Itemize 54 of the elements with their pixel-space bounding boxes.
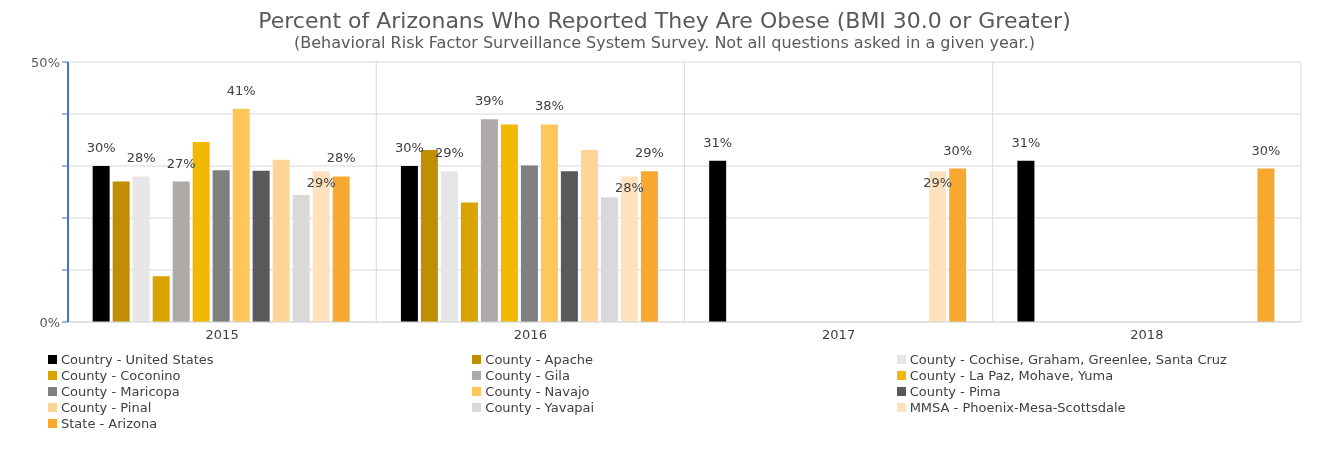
legend-label: State - Arizona (61, 416, 158, 431)
data-label: 28% (326, 150, 356, 166)
legend-label: County - Apache (485, 352, 594, 367)
data-label: 30% (1251, 142, 1281, 158)
bar (500, 124, 518, 322)
data-label: 31% (703, 134, 733, 150)
data-label: 31% (1011, 134, 1041, 150)
bar (172, 181, 190, 322)
legend-label: County - Gila (485, 368, 570, 383)
bar (460, 202, 478, 322)
legend-label: MMSA - Phoenix-Mesa-Scottsdale (909, 400, 1126, 415)
legend-label: Country - United States (61, 352, 214, 367)
legend-label: County - Coconino (61, 368, 181, 383)
bar (152, 276, 170, 322)
data-label: 39% (474, 93, 504, 109)
legend-label: County - Cochise, Graham, Greenlee, Santa Cruz (909, 352, 1227, 367)
legend-label: County - La Paz, Mohave, Yuma (909, 368, 1114, 383)
bar (709, 160, 727, 322)
data-label: 41% (226, 82, 256, 98)
bar (1257, 168, 1275, 322)
data-label: 30% (943, 142, 973, 158)
data-label: 29% (634, 145, 664, 161)
data-label: 38% (534, 98, 564, 114)
bar (92, 166, 110, 322)
y-tick-label: 0% (39, 314, 60, 330)
legend-label: County - Pinal (61, 400, 152, 415)
data-label: 28% (126, 150, 156, 166)
legend-label: County - Pima (909, 384, 1001, 399)
bar (520, 165, 538, 322)
bar (232, 108, 250, 322)
bar (480, 119, 498, 322)
data-label: 30% (394, 140, 424, 155)
bar (112, 181, 130, 322)
bar (440, 171, 458, 322)
bar (580, 149, 598, 322)
x-tick-label: 2017 (822, 327, 856, 343)
legend-label: County - Navajo (485, 384, 590, 399)
chart-subtitle: (Behavioral Risk Factor Surveillance System Survey. Not all questions asked in a given year.) (292, 33, 1037, 52)
bar (1017, 160, 1035, 322)
x-tick-label: 2018 (1130, 327, 1164, 343)
y-tick-label: 50% (31, 54, 60, 70)
legend-label: County - Maricopa (61, 384, 180, 399)
legend-label: County - Yavapai (485, 400, 595, 415)
x-tick-label: 2016 (513, 327, 547, 343)
bar (272, 159, 290, 322)
bar (132, 176, 150, 322)
x-tick-label: 2015 (205, 327, 239, 343)
bar (252, 170, 270, 322)
chart-title: Percent of Arizonans Who Reported They Are Obese (BMI 30.0 or Greater) (257, 8, 1072, 33)
data-label: 30% (86, 140, 116, 155)
bar (212, 170, 230, 322)
bar (540, 124, 558, 322)
bar (560, 171, 578, 322)
bar (400, 166, 418, 322)
